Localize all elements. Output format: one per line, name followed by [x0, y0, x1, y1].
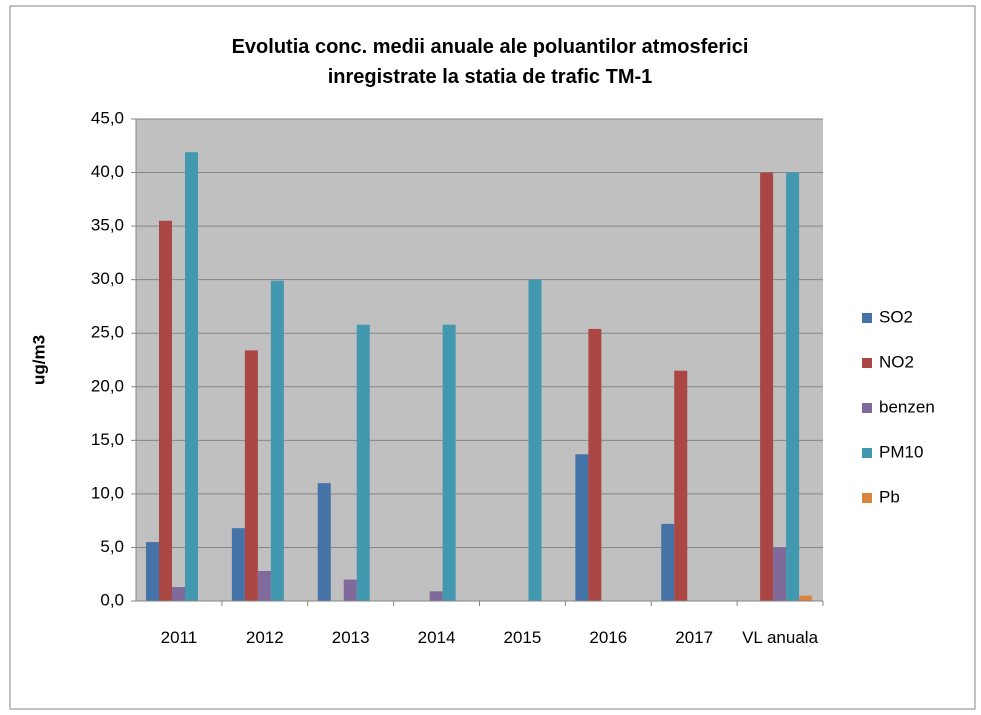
- bar: [575, 454, 589, 601]
- bar: [661, 523, 675, 601]
- bar: [528, 279, 542, 601]
- y-tick-label: 45,0: [91, 108, 124, 127]
- x-tick-label: 2017: [675, 628, 714, 647]
- bar: [146, 542, 159, 601]
- x-tick-label: 2016: [589, 628, 628, 647]
- x-tick-label: 2014: [417, 628, 456, 647]
- bar: [317, 483, 331, 601]
- legend-label: benzen: [879, 397, 935, 416]
- y-tick-label: 5,0: [100, 537, 124, 556]
- y-tick-label: 35,0: [91, 216, 124, 235]
- bar: [786, 172, 800, 602]
- legend-label: NO2: [879, 352, 914, 371]
- bar: [674, 370, 688, 601]
- legend-label: SO2: [879, 307, 913, 326]
- bar: [257, 571, 271, 601]
- y-tick-label: 15,0: [91, 430, 124, 449]
- bar: [442, 324, 456, 601]
- y-axis-label: ug/m3: [29, 335, 48, 385]
- bar: [773, 547, 787, 601]
- bar: [588, 328, 602, 601]
- bar: [270, 280, 284, 601]
- bar: [172, 587, 185, 601]
- bar: [429, 591, 443, 601]
- x-tick-label: 2011: [160, 628, 198, 647]
- bar: [356, 324, 370, 601]
- x-tick-label: 2012: [245, 628, 284, 647]
- legend-swatch: [862, 448, 872, 458]
- bar: [799, 595, 813, 601]
- legend-swatch: [862, 493, 872, 503]
- bar: [159, 220, 172, 601]
- y-tick-label: 30,0: [91, 269, 124, 288]
- bar: [244, 350, 258, 601]
- y-tick-label: 40,0: [91, 162, 124, 181]
- bar: [185, 152, 198, 601]
- y-tick-label: 0,0: [100, 590, 124, 609]
- y-tick-label: 10,0: [91, 483, 124, 502]
- y-tick-label: 20,0: [91, 376, 124, 395]
- bar: [343, 579, 357, 601]
- bar: [760, 172, 774, 602]
- legend-swatch: [862, 313, 872, 323]
- legend-label: Pb: [879, 487, 900, 506]
- legend-swatch: [862, 358, 872, 368]
- legend-swatch: [862, 403, 872, 413]
- x-tick-label: VL anuala: [742, 628, 819, 647]
- legend-label: PM10: [879, 442, 923, 461]
- bar: [231, 528, 245, 601]
- chart-title: Evolutia conc. medii anuale ale poluanti…: [231, 36, 749, 88]
- y-tick-label: 25,0: [91, 323, 124, 342]
- x-tick-label: 2015: [503, 628, 542, 647]
- x-tick-label: 2013: [331, 628, 370, 647]
